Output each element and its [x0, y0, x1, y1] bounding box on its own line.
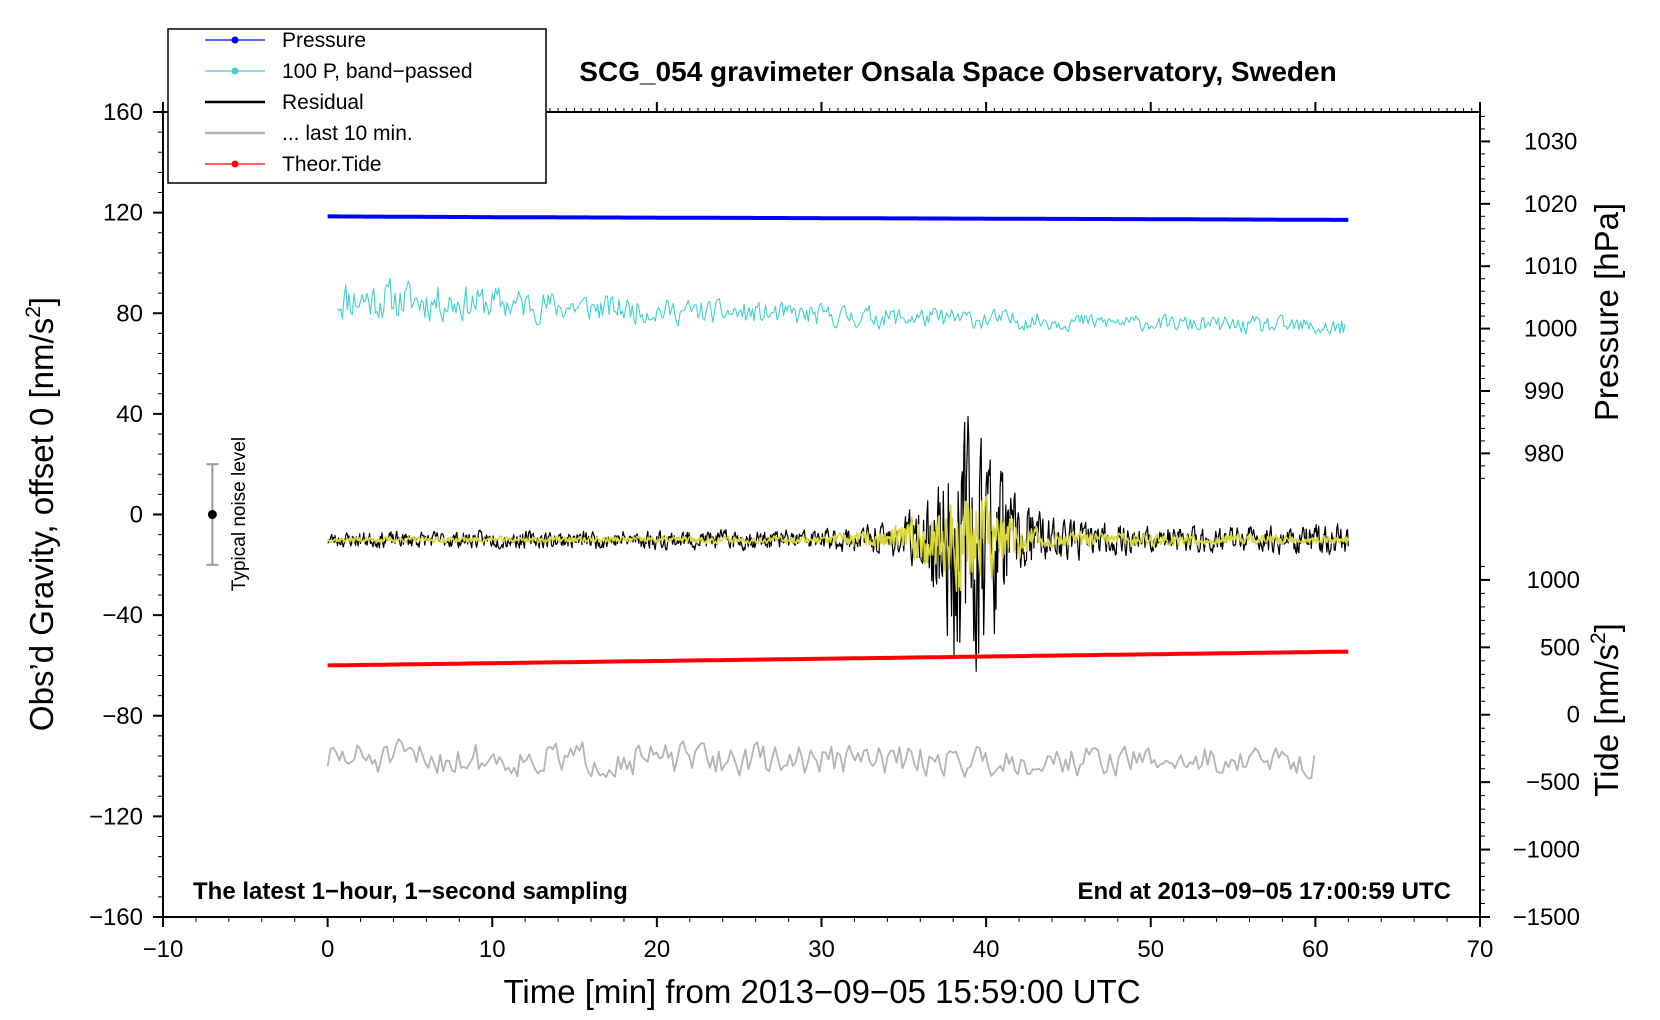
legend-label: Pressure: [282, 29, 366, 52]
y-axis-pressure: 980 990 1000 1010 1020 1030: [1480, 115, 1577, 479]
y-axis-tide-title-sup: 2: [1587, 632, 1610, 644]
x-tick-label: 70: [1467, 936, 1494, 963]
y-tick-label: 120: [103, 200, 143, 227]
series-theor-tide: [327, 649, 1349, 668]
pressure-tick-label: 1000: [1524, 316, 1577, 343]
pressure-tick-label: 1020: [1524, 191, 1577, 218]
series-yellow-filtered: [326, 496, 1350, 592]
y-tick-label: −120: [89, 803, 143, 830]
noise-level-label: Typical noise level: [229, 437, 250, 591]
y-axis-left-title: Obs’d Gravity, offset 0 [nm/s2]: [22, 297, 60, 731]
x-tick-label: 10: [479, 936, 506, 963]
legend-label: Theor.Tide: [282, 153, 382, 176]
noise-level-indicator: [206, 463, 219, 566]
x-tick-label: −10: [143, 936, 184, 963]
y-axis-left-title-sup: 2: [22, 306, 45, 318]
legend-box: [167, 28, 547, 184]
y-tick-label: 40: [116, 401, 143, 428]
annotation-end-time: End at 2013−09−05 17:00:59 UTC: [1077, 878, 1451, 905]
y-axis-pressure-title: Pressure [hPa]: [1588, 203, 1625, 421]
series-residual: [327, 415, 1349, 672]
series-100-p-band-passed: [337, 277, 1346, 335]
x-tick-label: 30: [808, 936, 835, 963]
x-tick-label: 0: [321, 936, 334, 963]
series-pressure: [327, 214, 1349, 222]
y-axis-left-title-text: Obs’d Gravity, offset 0 [nm/s: [23, 318, 60, 731]
legend: Pressure 100 P, band−passed Residual ... la…: [167, 28, 547, 184]
x-tick-label: 50: [1137, 936, 1164, 963]
y-axis-left: −160 −120 −80 −40 0 40 80 120 160: [89, 99, 163, 931]
legend-label: Residual: [282, 91, 364, 114]
y-axis-tide-title-close: ]: [1588, 623, 1625, 632]
legend-marker: [231, 160, 239, 168]
pressure-tick-label: 980: [1524, 440, 1564, 467]
tide-tick-label: 0: [1567, 702, 1580, 729]
pressure-tick-label: 1010: [1524, 253, 1577, 280]
chart-title: SCG_054 gravimeter Onsala Space Observat…: [579, 56, 1336, 87]
y-tick-label: −40: [102, 602, 143, 629]
legend-label: ... last 10 min.: [282, 122, 413, 145]
legend-marker: [231, 67, 239, 75]
annotation-sampling: The latest 1−hour, 1−second sampling: [193, 878, 628, 905]
plot-frame: [162, 111, 1481, 918]
x-axis: −10 0 10 20 30 40 50 60 70: [143, 102, 1494, 963]
y-axis-tide-title: Tide [nm/s2]: [1587, 623, 1625, 797]
legend-marker: [231, 36, 239, 44]
y-tick-label: 80: [116, 300, 143, 327]
y-tick-label: 160: [103, 99, 143, 126]
tide-tick-label: −500: [1526, 769, 1580, 796]
y-tick-label: −160: [89, 904, 143, 931]
pressure-tick-label: 1030: [1524, 128, 1577, 155]
x-tick-label: 20: [644, 936, 671, 963]
tide-tick-label: 1000: [1527, 567, 1580, 594]
tide-tick-label: −1500: [1513, 904, 1580, 931]
noise-bar-dot: [207, 510, 217, 519]
legend-label: 100 P, band−passed: [282, 60, 473, 83]
x-tick-label: 40: [973, 936, 1000, 963]
y-axis-left-title-close: ]: [23, 297, 60, 306]
y-tick-label: −80: [102, 703, 143, 730]
x-axis-title: Time [min] from 2013−09−05 15:59:00 UTC: [503, 973, 1140, 1010]
pressure-tick-label: 990: [1524, 378, 1564, 405]
tide-tick-label: 500: [1540, 634, 1580, 661]
series-last-10-min: [326, 738, 1316, 780]
y-axis-tide: −1500 −1000 −500 0 500 1000: [1480, 565, 1580, 931]
y-tick-label: 0: [130, 502, 143, 529]
y-axis-tide-title-text: Tide [nm/s: [1588, 644, 1625, 797]
tide-tick-label: −1000: [1513, 837, 1580, 864]
x-tick-label: 60: [1302, 936, 1329, 963]
legend-items: Pressure 100 P, band−passed Residual ... la…: [205, 29, 473, 176]
plot-series: [326, 214, 1350, 780]
